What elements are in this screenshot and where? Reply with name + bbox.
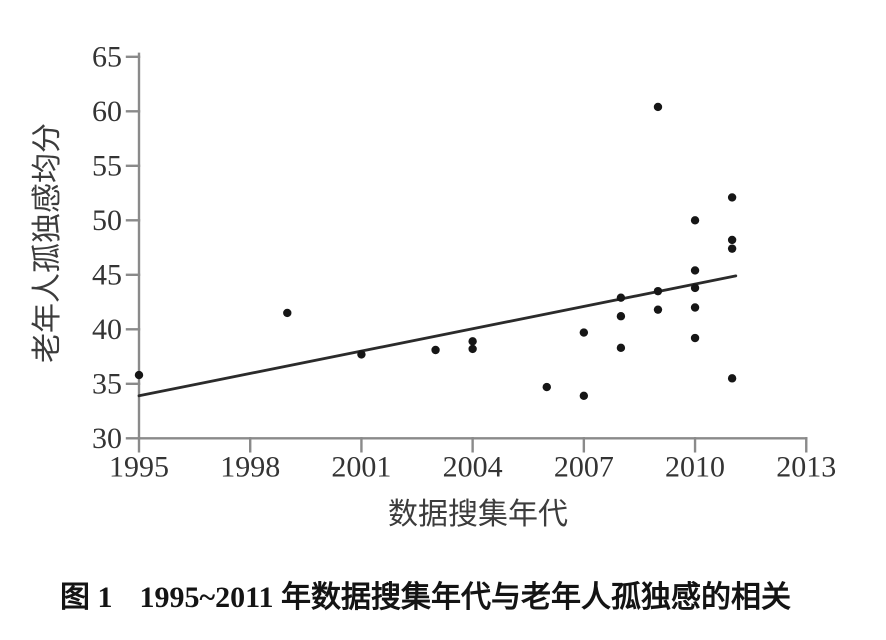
y-axis-title: 老年人孤独感均分 [31, 123, 64, 363]
data-point [690, 266, 700, 275]
data-point [579, 391, 589, 400]
axes [137, 52, 808, 440]
data-point [727, 374, 737, 383]
data-point [653, 286, 663, 296]
y-tick-label: 60 [92, 95, 122, 128]
scatter-chart: 30 35 40 45 50 55 60 65 1995 1998 2001 2004 2007 2010… [31, 40, 836, 531]
data-point [653, 102, 663, 112]
trend-line [137, 274, 738, 398]
data-point [690, 303, 700, 312]
data-point [616, 312, 626, 321]
y-tick-label: 55 [92, 149, 122, 182]
y-tick-label: 35 [92, 367, 122, 400]
data-point [468, 344, 477, 354]
data-point [431, 345, 440, 355]
data-points [134, 102, 737, 400]
y-tick-label: 65 [92, 40, 122, 73]
data-point [727, 235, 737, 245]
data-point [283, 308, 292, 318]
y-tick-label: 30 [92, 422, 122, 455]
x-axis-title: 数据搜集年代 [388, 498, 568, 531]
x-tick-label: 2001 [331, 450, 391, 483]
data-point [653, 305, 663, 314]
figure-caption-text: 1995~2011 年数据搜集年代与老年人孤独感的相关 [139, 581, 791, 614]
data-point [616, 343, 626, 353]
data-point [616, 293, 626, 302]
data-point [134, 370, 144, 380]
x-tick-label: 1995 [109, 450, 169, 483]
data-point [579, 328, 589, 337]
data-point [357, 350, 366, 359]
data-point [542, 382, 551, 392]
scatter-plot: 30 35 40 45 50 55 60 65 1995 1998 2001 2004 2007 2010… [31, 40, 836, 531]
data-point [468, 337, 477, 346]
data-point [690, 333, 700, 343]
y-tick-label: 40 [92, 313, 122, 346]
figure-caption: 图 1 1995~2011 年数据搜集年代与老年人孤独感的相关 [60, 581, 791, 614]
x-tick-label: 2007 [554, 450, 614, 483]
x-tick-label: 2010 [665, 450, 725, 483]
data-point [690, 216, 700, 225]
y-tick-label: 45 [92, 258, 122, 291]
figure-number: 图 1 [60, 581, 113, 614]
data-point [727, 193, 737, 202]
x-tick-label: 1998 [220, 450, 280, 483]
data-point [727, 244, 737, 253]
x-tick-label: 2013 [776, 450, 836, 483]
axis-ticks: 30 35 40 45 50 55 60 65 1995 1998 2001 2004 2007 2010… [92, 40, 836, 483]
x-tick-label: 2004 [443, 450, 503, 483]
y-tick-label: 50 [92, 204, 122, 237]
data-point [690, 283, 700, 293]
